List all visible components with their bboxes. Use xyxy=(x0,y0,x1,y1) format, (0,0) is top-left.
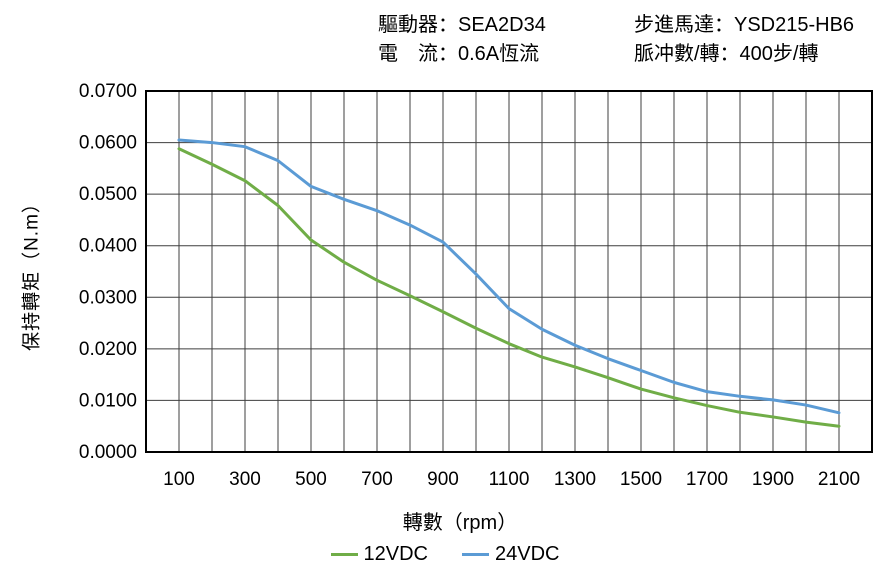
header-left-column: 驅動器：SEA2D34 電 流：0.6A恆流 xyxy=(378,11,546,69)
x-tick-label: 100 xyxy=(163,469,195,490)
x-axis-title: 轉數（rpm） xyxy=(402,512,518,534)
legend-item-24vdc: 24VDC xyxy=(462,543,559,566)
y-tick-label: 0.0100 xyxy=(79,390,137,411)
motor-info: 步進馬達：YSD215-HB6 xyxy=(634,14,855,36)
x-tick-label: 1100 xyxy=(489,469,530,490)
legend-line-swatch-12vdc xyxy=(330,553,358,556)
x-tick-label: 1900 xyxy=(752,469,794,490)
y-tick-label: 0.0600 xyxy=(79,133,137,154)
x-tick-label: 900 xyxy=(427,469,459,490)
y-tick-label: 0.0200 xyxy=(79,339,137,360)
x-tick-label: 500 xyxy=(295,469,327,490)
x-tick-label: 1500 xyxy=(620,469,662,490)
series-line-24vdc xyxy=(177,138,841,415)
legend-label-12vdc: 12VDC xyxy=(363,543,428,565)
legend-item-12vdc: 12VDC xyxy=(330,543,428,566)
x-tick-label: 1300 xyxy=(554,469,596,490)
y-axis-title: 保持轉矩（N.m） xyxy=(21,193,43,351)
y-tick-label: 0.0700 xyxy=(79,81,137,102)
steps-info: 脈冲數/轉：400步/轉 xyxy=(634,43,819,65)
driver-info: 驅動器：SEA2D34 xyxy=(378,14,546,36)
x-tick-label: 2100 xyxy=(818,469,860,490)
x-tick-label: 1700 xyxy=(686,469,728,490)
x-tick-label: 300 xyxy=(229,469,261,490)
series-line-12vdc xyxy=(177,147,841,428)
legend-label-24vdc: 24VDC xyxy=(495,543,560,565)
plot-border xyxy=(145,90,873,453)
x-tick-label: 700 xyxy=(361,469,393,490)
y-tick-label: 0.0500 xyxy=(79,184,137,205)
header-right-column: 步進馬達：YSD215-HB6 脈冲數/轉：400步/轉 xyxy=(634,11,854,69)
current-info: 電 流：0.6A恆流 xyxy=(378,43,540,65)
y-tick-label: 0.0000 xyxy=(79,442,137,463)
y-tick-label: 0.0300 xyxy=(79,287,137,308)
legend: 12VDC 24VDC xyxy=(0,543,888,566)
legend-line-swatch-24vdc xyxy=(462,553,489,556)
y-tick-label: 0.0400 xyxy=(79,236,137,257)
